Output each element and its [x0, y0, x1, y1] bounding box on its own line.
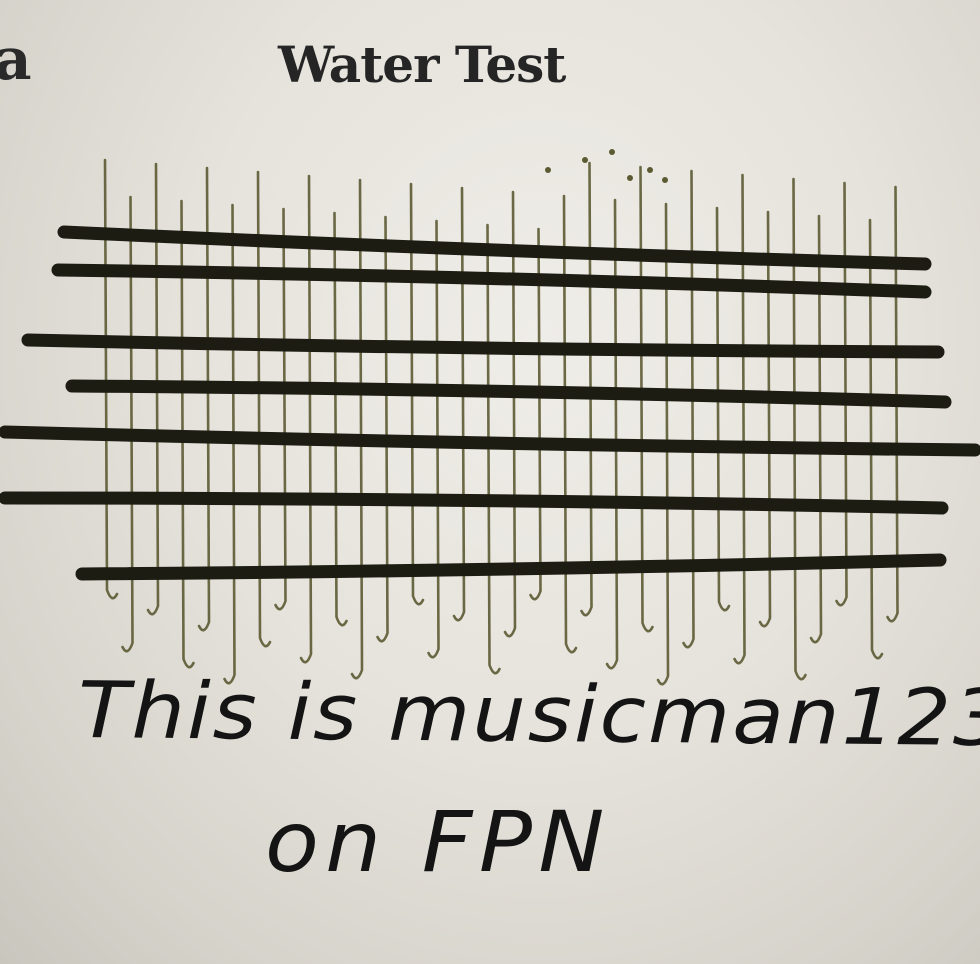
horizontal-ink-stroke	[57, 225, 932, 271]
vertical-ink-line	[580, 161, 593, 617]
vertical-ink-line	[299, 174, 313, 664]
vertical-ink-line	[223, 203, 236, 685]
vertical-ink-lines	[103, 158, 899, 686]
vertical-ink-line	[639, 165, 654, 633]
vertical-ink-line	[605, 198, 619, 670]
ink-speck	[662, 177, 668, 183]
handwritten-line-1: This is musicman123	[77, 666, 980, 765]
vertical-ink-line	[376, 215, 389, 643]
vertical-ink-line	[121, 195, 134, 653]
cropped-print-fragment: a	[0, 25, 32, 93]
vertical-ink-line	[427, 219, 440, 659]
horizontal-ink-strokes	[0, 149, 980, 581]
horizontal-ink-stroke	[0, 425, 980, 457]
horizontal-ink-stroke	[51, 263, 932, 299]
vertical-ink-line	[197, 166, 211, 632]
ink-speck	[647, 167, 653, 173]
vertical-ink-line	[715, 206, 731, 612]
ink-speck	[545, 167, 551, 173]
vertical-ink-line	[503, 190, 517, 638]
vertical-ink-line	[809, 214, 823, 644]
horizontal-ink-stroke	[21, 333, 945, 359]
vertical-ink-line	[562, 194, 578, 654]
handwritten-line-2: on FPN	[265, 793, 611, 891]
horizontal-ink-stroke	[75, 553, 947, 581]
vertical-ink-line	[452, 186, 466, 622]
vertical-ink-line	[758, 210, 772, 628]
vertical-ink-line	[103, 158, 119, 600]
ink-speck	[609, 149, 615, 155]
vertical-ink-line	[733, 173, 746, 665]
printed-heading: Water Test	[278, 35, 566, 94]
vertical-ink-line	[180, 199, 195, 669]
ink-speck	[627, 175, 633, 181]
vertical-ink-line	[409, 182, 425, 606]
horizontal-ink-stroke	[0, 491, 949, 515]
vertical-ink-line	[529, 227, 542, 601]
vertical-ink-line	[868, 218, 884, 660]
vertical-ink-line	[333, 211, 348, 627]
vertical-ink-line	[256, 170, 272, 648]
vertical-ink-line	[656, 202, 670, 686]
vertical-ink-line	[792, 177, 807, 681]
vertical-ink-line	[146, 162, 160, 616]
vertical-ink-line	[886, 185, 899, 623]
horizontal-ink-stroke	[65, 379, 952, 409]
vertical-ink-line	[682, 169, 695, 649]
vertical-ink-line	[350, 178, 364, 680]
vertical-ink-line	[835, 181, 848, 607]
vertical-ink-line	[486, 223, 501, 675]
vertical-ink-line	[274, 207, 287, 611]
ink-speck	[582, 157, 588, 163]
